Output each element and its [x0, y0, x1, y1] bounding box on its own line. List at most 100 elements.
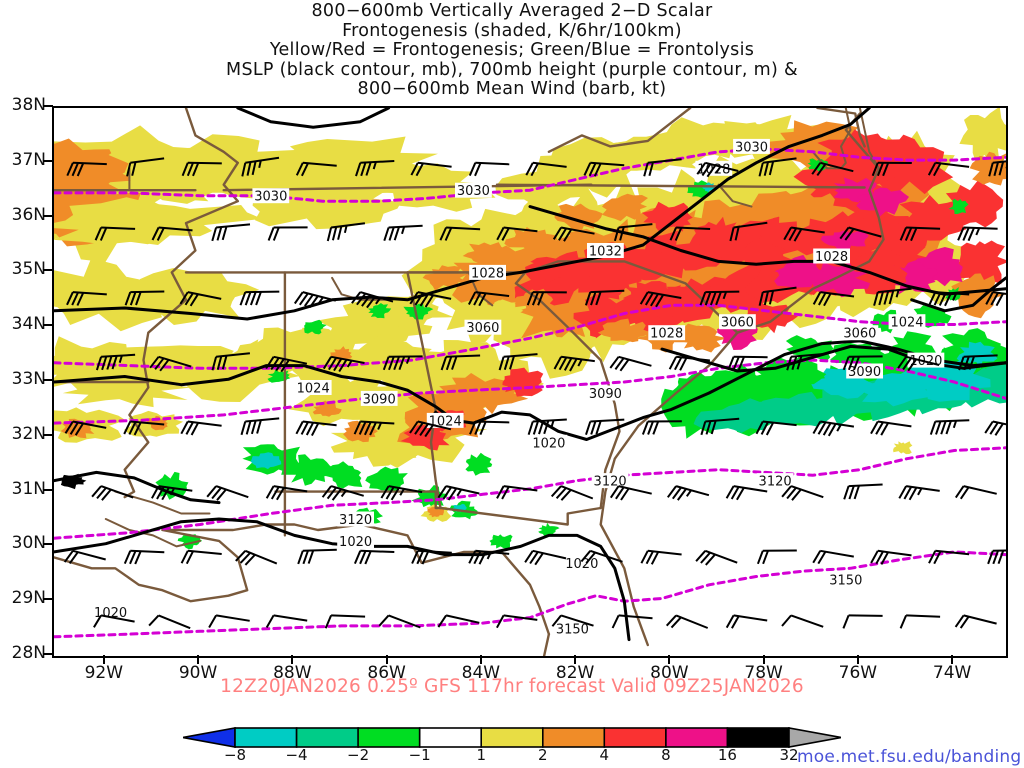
- geo-boundary: [717, 183, 753, 208]
- mslp-label-bg: [426, 412, 464, 428]
- wind-barb: [585, 418, 625, 436]
- wind-barb: [295, 161, 337, 177]
- mslp-label: 1020: [532, 436, 565, 451]
- wind-barb: [66, 291, 107, 306]
- shade-blob: [489, 534, 513, 549]
- wind-barb: [958, 354, 998, 371]
- wind-barb: [180, 420, 222, 436]
- wind-barb: [873, 287, 912, 306]
- watermark-link[interactable]: moe.met.fsu.edu/banding: [797, 747, 1022, 767]
- mslp-contour: [528, 205, 1006, 296]
- wind-barb: [666, 485, 710, 501]
- wind-barb: [469, 420, 510, 435]
- wind-barb: [928, 549, 970, 565]
- shade-blob: [774, 191, 855, 230]
- y-tick-mark: [43, 488, 53, 491]
- wind-barb: [295, 420, 337, 437]
- shade-blob: [694, 216, 747, 248]
- wind-barb: [928, 291, 970, 307]
- colorbar-swatch: [418, 727, 483, 748]
- wind-barb: [123, 420, 165, 436]
- y-tick-mark: [43, 598, 53, 601]
- wind-barb: [842, 355, 883, 371]
- wind-barb: [665, 614, 709, 629]
- height-label-bg: [587, 385, 624, 401]
- shade-blob: [54, 197, 263, 245]
- mslp-label: 1020: [565, 557, 598, 572]
- height-label: 3120: [594, 475, 627, 490]
- mslp-label-bg: [337, 533, 374, 549]
- height-label-bg: [733, 138, 770, 154]
- shade-blob: [656, 291, 711, 319]
- wind-barb: [324, 614, 366, 629]
- wind-barb: [668, 355, 711, 371]
- colorbar-tick-label: 8: [661, 746, 671, 764]
- shade-blob: [553, 334, 596, 357]
- wind-barb: [812, 420, 855, 437]
- wind-barb: [727, 355, 768, 371]
- wind-barb: [609, 355, 652, 372]
- wind-barb: [148, 614, 191, 630]
- wind-barb: [211, 352, 251, 371]
- title-line-4: MSLP (black contour, mb), 700mb height (…: [226, 59, 798, 80]
- wind-barb: [524, 549, 567, 566]
- geo-boundary: [406, 271, 442, 510]
- x-tick-mark: [197, 655, 200, 664]
- wind-barb: [583, 161, 625, 177]
- wind-barb: [985, 291, 1006, 307]
- x-tick-label: 78W: [744, 663, 783, 683]
- geo-boundary: [816, 108, 866, 148]
- x-tick-mark: [291, 655, 294, 664]
- wind-barb: [755, 420, 797, 436]
- height-label-bg: [719, 314, 756, 330]
- mslp-contour: [910, 276, 1006, 313]
- wind-barb: [613, 223, 653, 242]
- shade-blob: [400, 425, 450, 451]
- y-tick-label: 32N: [11, 423, 46, 444]
- wind-barb: [235, 549, 278, 566]
- wind-barb: [725, 485, 768, 501]
- wind-barb: [552, 226, 595, 242]
- geo-boundary: [811, 108, 852, 170]
- mslp-label: 1024: [890, 316, 923, 331]
- wind-barb: [267, 226, 308, 241]
- wind-barb: [64, 420, 107, 436]
- wind-barb: [783, 226, 825, 242]
- y-tick-mark: [43, 379, 53, 381]
- mslp-label: 1024: [297, 382, 330, 397]
- wind-barb: [553, 355, 595, 372]
- wind-barb: [527, 418, 567, 436]
- title-line-2: Frontogenesis (shaded, K/6hr/100km): [342, 20, 682, 41]
- wind-barb: [149, 355, 192, 372]
- wind-barb: [496, 485, 538, 500]
- wind-barb: [729, 221, 768, 242]
- y-tick-label: 33N: [11, 369, 46, 389]
- mslp-label-bg: [530, 434, 568, 450]
- colorbar-tick-label: 32: [779, 746, 799, 764]
- shade-blob: [744, 356, 827, 394]
- wind-barb: [786, 352, 826, 371]
- colorbar-tick-label: −2: [347, 746, 370, 764]
- wind-barb: [297, 548, 337, 565]
- wind-barb: [95, 353, 136, 371]
- height-label: 3060: [843, 327, 876, 342]
- wind-barb: [93, 614, 135, 628]
- wind-barb: [124, 290, 165, 306]
- wind-barb: [63, 549, 106, 564]
- shade-blob: [367, 303, 392, 319]
- shade-blob: [504, 227, 558, 251]
- height-label: 3090: [589, 387, 622, 402]
- wind-barb: [899, 226, 941, 242]
- x-tick-mark: [668, 655, 671, 664]
- height-label-bg: [841, 325, 879, 341]
- wind-barb: [355, 160, 395, 177]
- shade-blob: [888, 331, 937, 365]
- shade-blob: [166, 339, 301, 402]
- mslp-label-bg: [294, 380, 332, 395]
- wind-barb: [411, 549, 452, 565]
- wind-barb: [811, 161, 854, 176]
- wind-barb: [351, 291, 394, 309]
- height-label: 3150: [556, 623, 589, 638]
- height-label-bg: [554, 621, 591, 637]
